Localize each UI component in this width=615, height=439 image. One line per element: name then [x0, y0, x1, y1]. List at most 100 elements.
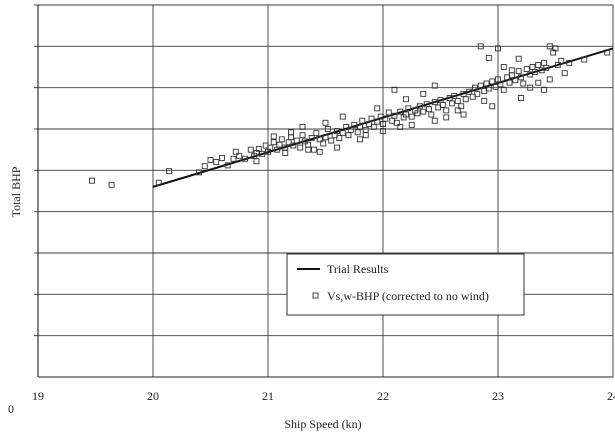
scatter-point	[259, 150, 266, 157]
scatter-point	[403, 96, 409, 103]
scatter-point	[552, 45, 559, 52]
scatter-point	[207, 157, 214, 163]
scatter-point	[515, 68, 522, 75]
scatter-point	[380, 128, 386, 135]
scatter-point	[357, 123, 363, 130]
scatter-point	[508, 67, 515, 74]
y-axis-label: Total BHP	[9, 166, 23, 217]
scatter-point	[566, 59, 573, 66]
scatter-point	[278, 136, 285, 143]
scatter-point	[362, 132, 369, 139]
scatter-point	[523, 66, 530, 73]
scatter-point	[155, 179, 162, 186]
scatter-point	[347, 126, 354, 133]
scatter-point	[535, 79, 542, 86]
scatter-point	[368, 115, 375, 122]
scatter-point	[328, 137, 335, 144]
scatter-point	[255, 145, 262, 152]
scatter-point	[270, 139, 277, 146]
scatter-point	[495, 45, 501, 52]
scatter-point	[581, 56, 588, 63]
scatter-point	[454, 107, 461, 114]
scatter-point	[89, 177, 96, 184]
legend: Trial Results Vs,w-BHP (corrected to no …	[286, 253, 525, 316]
scatter-point	[374, 105, 381, 112]
x-tick-label: 23	[492, 389, 504, 403]
scatter-point	[531, 69, 538, 75]
scatter-point	[322, 134, 329, 141]
scatter-point	[196, 169, 202, 176]
scatter-point	[305, 146, 312, 153]
scatter-point	[301, 138, 308, 145]
legend-marker-swatch	[312, 292, 319, 299]
scatter-point	[397, 123, 404, 130]
scatter-point	[431, 99, 438, 106]
scatter-point	[354, 129, 361, 136]
scatter-point	[362, 126, 369, 133]
scatter-point	[426, 106, 432, 113]
scatter-point	[297, 144, 304, 151]
scatter-point	[561, 70, 568, 77]
scatter-point	[322, 119, 329, 126]
scatter-point	[334, 128, 340, 135]
scatter-point	[477, 82, 484, 89]
scatter-point	[405, 105, 412, 112]
scatter-point	[541, 86, 547, 93]
scatter-point	[334, 144, 340, 151]
scatter-point	[339, 113, 346, 120]
scatter-point	[431, 117, 438, 124]
scatter-point	[201, 163, 208, 170]
scatter-point	[462, 96, 469, 103]
gridlines	[38, 4, 614, 377]
scatter-point	[276, 141, 283, 148]
scatter-point	[397, 108, 404, 115]
scatter-point	[370, 123, 377, 130]
scatter-point	[414, 110, 421, 117]
scatter-point	[391, 86, 398, 93]
scatter-point	[420, 90, 427, 97]
scatter-point	[485, 54, 492, 61]
scatter-point	[359, 117, 366, 124]
scatter-point	[443, 114, 450, 121]
scatter-point	[374, 118, 381, 125]
scatter-point	[449, 100, 455, 107]
scatter-point	[428, 111, 435, 118]
scatter-point	[236, 152, 243, 159]
scatter-point	[293, 137, 300, 144]
x-axis-label: Ship Speed (kn)	[284, 417, 361, 431]
scatter-point	[518, 95, 524, 101]
scatter-point	[336, 135, 343, 142]
scatter-point	[515, 55, 522, 62]
scatter-point	[224, 162, 231, 169]
scatter-point	[320, 140, 327, 147]
scatter-point	[497, 81, 504, 88]
scatter-point	[242, 155, 248, 162]
scatter-point	[481, 97, 488, 104]
scatter-point	[311, 146, 317, 153]
scatter-point	[288, 129, 294, 136]
scatter-point	[166, 168, 173, 175]
scatter-point	[247, 146, 254, 153]
tick-labels: 19 20 21 22 23 24	[32, 389, 615, 403]
scatter-point	[299, 132, 306, 139]
scatter-point	[454, 97, 461, 104]
scatter-point	[485, 85, 492, 92]
scatter-point	[213, 159, 220, 166]
x-tick-label: 19	[32, 389, 44, 403]
scatter-point	[108, 181, 115, 188]
legend-box	[286, 253, 525, 316]
x-tick-label: 22	[377, 389, 389, 403]
scatter-point	[489, 103, 496, 110]
scatter-point	[546, 43, 553, 50]
scatter-point	[305, 141, 312, 148]
scatter-point	[393, 119, 400, 126]
scatter-point	[299, 123, 306, 130]
scatter-point	[324, 126, 331, 132]
scatter-point	[520, 80, 527, 87]
scatter-point	[554, 61, 561, 68]
scatter-point	[474, 90, 481, 97]
scatter-point	[351, 121, 358, 128]
scatter-point	[408, 121, 415, 128]
scatter-point	[270, 133, 277, 140]
scatter-point	[408, 113, 415, 120]
